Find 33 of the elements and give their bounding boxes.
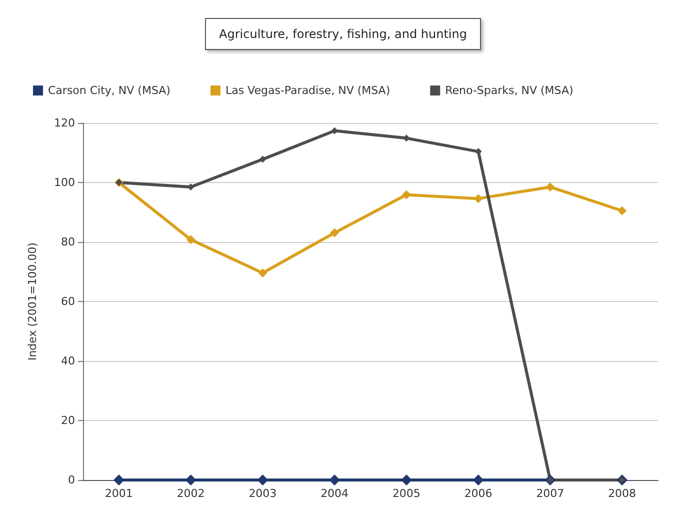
- point: [546, 182, 555, 192]
- legend-label: Carson City, NV (MSA): [48, 84, 170, 97]
- legend-label: Las Vegas-Paradise, NV (MSA): [225, 84, 390, 97]
- x-tick-label: 2004: [320, 487, 349, 500]
- chart-title: Agriculture, forestry, fishing, and hunting: [219, 27, 467, 41]
- point: [186, 235, 196, 244]
- x-tick-label: 2006: [464, 487, 492, 500]
- legend-label: Reno-Sparks, NV (MSA): [445, 84, 574, 97]
- y-tick-label: 60: [61, 295, 75, 308]
- y-tick-label: 120: [54, 116, 75, 130]
- point: [474, 148, 482, 156]
- x-tick-label: 2007: [536, 487, 564, 500]
- point: [402, 190, 411, 200]
- x-tick-label: 2001: [104, 487, 133, 500]
- y-tick-label: 0: [68, 474, 75, 486]
- x-tick-label: 2005: [392, 487, 420, 500]
- point: [257, 474, 268, 486]
- point: [113, 474, 124, 486]
- y-tick-label: 40: [61, 354, 75, 368]
- x-tick-label: 2002: [176, 487, 205, 500]
- point: [472, 474, 484, 486]
- y-axis-title: Index (2001=100.00): [26, 242, 39, 361]
- y-tick-label: 100: [54, 176, 75, 189]
- point: [330, 228, 340, 238]
- y-tick-label: 80: [61, 236, 75, 248]
- point: [618, 206, 627, 216]
- point: [185, 474, 196, 486]
- point: [474, 194, 483, 204]
- point: [258, 268, 268, 278]
- point: [259, 156, 266, 163]
- x-tick-label: 2008: [608, 487, 636, 500]
- y-tick-label: 20: [61, 414, 75, 427]
- x-tick-label: 2003: [248, 487, 277, 500]
